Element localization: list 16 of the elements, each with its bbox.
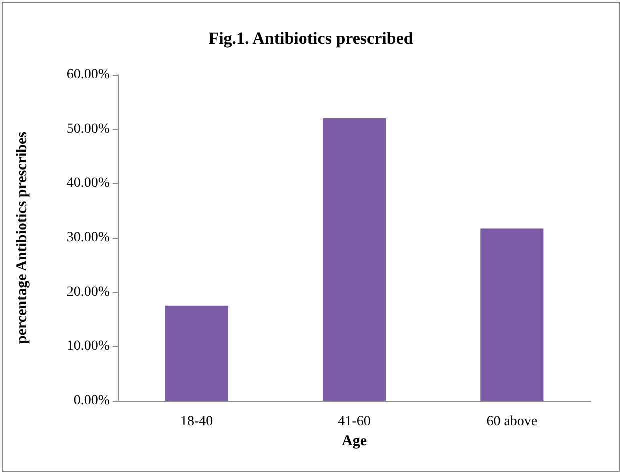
y-tick-label: 30.00% [66,230,110,246]
y-axis-title: percentage Antibiotics prescribes [14,132,30,344]
x-tick-label: 60 above [486,414,538,430]
y-tick-label: 60.00% [66,68,110,82]
x-tick-label: 41-60 [338,414,371,430]
x-axis-title: Age [342,433,368,450]
y-tick-label: 40.00% [66,176,110,192]
bar [165,306,228,401]
bar [322,118,386,401]
y-tick-label: 50.00% [66,122,110,137]
x-tick-label: 18-40 [180,414,214,430]
chart-title: Fig.1. Antibiotics prescribed [208,29,414,48]
bar [480,228,544,401]
y-tick-label: 0.00% [74,394,110,408]
y-tick-label: 20.00% [66,284,110,300]
y-tick-label: 10.00% [66,339,110,354]
